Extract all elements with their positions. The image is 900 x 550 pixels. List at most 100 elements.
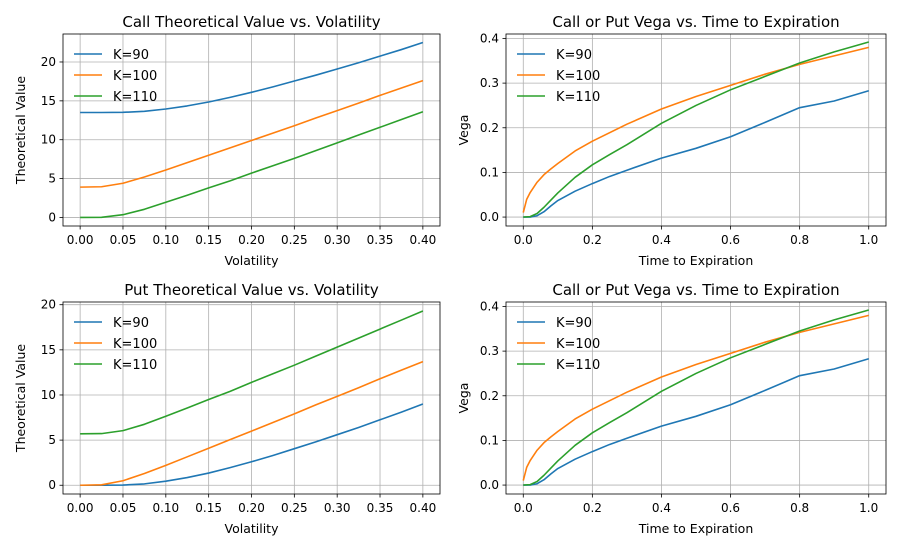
vega-vs-time-panel-top: Call or Put Vega vs. Time to Expiration …	[456, 13, 887, 268]
x-tick-label: 0.8	[790, 233, 809, 247]
panel-title: Call or Put Vega vs. Time to Expiration	[552, 281, 839, 299]
legend: K=90 K=100 K=110	[74, 316, 157, 373]
x-tick-label: 0.15	[195, 501, 222, 515]
x-tick-label: 0.4	[652, 501, 671, 515]
y-axis-label: Theoretical Value	[13, 76, 28, 185]
put-value-vs-volatility-panel: Put Theoretical Value vs. Volatility Vol…	[13, 281, 441, 536]
panel-title: Call Theoretical Value vs. Volatility	[122, 13, 380, 31]
y-tick-label: 15	[41, 94, 56, 108]
x-tick-label: 0.35	[367, 233, 394, 247]
y-tick-label: 20	[41, 55, 56, 69]
y-tick-label: 15	[41, 343, 56, 357]
y-tick-label: 0.0	[480, 210, 499, 224]
y-tick-label: 20	[41, 298, 56, 312]
x-tick-label: 0.00	[67, 501, 94, 515]
x-tick-label: 0.8	[790, 501, 809, 515]
x-tick-label: 0.25	[281, 501, 308, 515]
legend: K=90 K=100 K=110	[74, 48, 157, 105]
legend-label: K=110	[113, 90, 157, 105]
y-tick-label: 0.3	[480, 76, 499, 90]
legend-label: K=100	[556, 337, 600, 352]
x-tick-label: 0.00	[67, 233, 94, 247]
series-line-k110	[80, 310, 424, 435]
y-tick-label: 0.1	[480, 433, 499, 447]
series-line-k90	[523, 89, 869, 218]
y-axis-label: Vega	[456, 115, 471, 146]
x-tick-label: 0.6	[721, 233, 740, 247]
x-tick-label: 1.0	[859, 233, 878, 247]
x-tick-label: 1.0	[859, 501, 878, 515]
x-tick-label: 0.2	[583, 501, 602, 515]
y-tick-label: 5	[48, 433, 56, 447]
x-tick-label: 0.20	[238, 501, 265, 515]
series-line-k110	[80, 110, 424, 219]
y-tick-label: 0.4	[480, 31, 499, 45]
legend-label: K=100	[113, 69, 157, 84]
y-tick-label: 10	[41, 133, 56, 147]
call-value-vs-volatility-panel: Call Theoretical Value vs. Volatility Vo…	[13, 13, 441, 268]
series-line-k90	[80, 41, 424, 114]
vega-vs-time-panel-bottom: Call or Put Vega vs. Time to Expiration …	[456, 281, 887, 536]
y-tick-label: 10	[41, 388, 56, 402]
x-tick-label: 0.40	[410, 501, 437, 515]
legend-label: K=90	[556, 316, 592, 331]
x-tick-label: 0.05	[110, 501, 137, 515]
legend-label: K=100	[113, 337, 157, 352]
y-tick-label: 0	[48, 210, 56, 224]
series-line-k100	[80, 79, 424, 188]
legend-label: K=110	[113, 358, 157, 373]
grid	[63, 302, 440, 494]
x-tick-label: 0.2	[583, 233, 602, 247]
y-axis-label: Theoretical Value	[13, 344, 28, 453]
series-line-k100	[522, 314, 869, 481]
axes-frame	[62, 301, 441, 495]
x-axis-label: Volatility	[225, 253, 280, 268]
y-tick-label: 5	[48, 172, 56, 186]
x-tick-label: 0.30	[324, 501, 351, 515]
y-tick-label: 0.1	[480, 165, 499, 179]
y-tick-label: 0.3	[480, 344, 499, 358]
legend-label: K=100	[556, 69, 600, 84]
axes-frame	[505, 301, 887, 495]
axes-frame	[505, 33, 887, 227]
y-tick-label: 0.4	[480, 299, 499, 313]
grid	[63, 34, 440, 226]
panel-title: Put Theoretical Value vs. Volatility	[124, 281, 379, 299]
x-axis-label: Time to Expiration	[638, 521, 754, 536]
panel-title: Call or Put Vega vs. Time to Expiration	[552, 13, 839, 31]
x-tick-label: 0.10	[152, 501, 179, 515]
x-tick-label: 0.25	[281, 233, 308, 247]
series-line-k90	[80, 403, 424, 487]
y-tick-label: 0.0	[480, 478, 499, 492]
y-tick-label: 0	[48, 478, 56, 492]
x-tick-label: 0.30	[324, 233, 351, 247]
y-tick-label: 0.2	[480, 121, 499, 135]
x-axis-label: Time to Expiration	[638, 253, 754, 268]
x-tick-label: 0.15	[195, 233, 222, 247]
legend: K=90 K=100 K=110	[517, 48, 600, 105]
y-tick-label: 0.2	[480, 389, 499, 403]
series-line-k90	[523, 357, 869, 486]
x-tick-label: 0.10	[152, 233, 179, 247]
series-line-k110	[523, 309, 869, 486]
grid	[506, 302, 886, 494]
legend-label: K=90	[556, 48, 592, 63]
legend-label: K=110	[556, 358, 600, 373]
axes-frame	[62, 33, 441, 227]
grid	[506, 34, 886, 226]
x-tick-label: 0.40	[410, 233, 437, 247]
x-tick-label: 0.0	[514, 501, 533, 515]
x-tick-label: 0.4	[652, 233, 671, 247]
series-line-k100	[80, 360, 424, 487]
x-axis-label: Volatility	[225, 521, 280, 536]
series-line-k100	[522, 46, 869, 213]
legend-label: K=90	[113, 48, 149, 63]
y-axis-label: Vega	[456, 383, 471, 414]
series-line-k110	[523, 41, 869, 218]
x-tick-label: 0.20	[238, 233, 265, 247]
x-tick-label: 0.05	[110, 233, 137, 247]
x-tick-label: 0.6	[721, 501, 740, 515]
legend-label: K=110	[556, 90, 600, 105]
x-tick-label: 0.35	[367, 501, 394, 515]
